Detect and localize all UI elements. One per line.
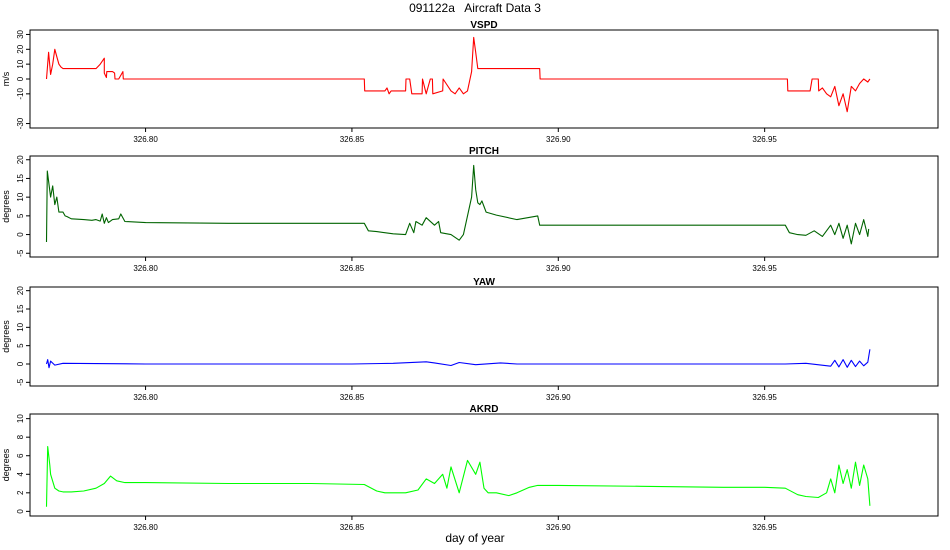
vspd-x-tick-label: 326.85 bbox=[340, 135, 365, 144]
vspd-y-tick-label: 0 bbox=[16, 76, 25, 81]
akrd-plot-frame bbox=[29, 413, 939, 517]
vspd-y-tick-label: 30 bbox=[16, 29, 25, 38]
akrd-y-tick-label: 6 bbox=[16, 453, 25, 458]
vspd-y-tick-label: 10 bbox=[16, 59, 25, 68]
akrd-y-tick-label: 0 bbox=[16, 509, 25, 514]
yaw-x-tick-label: 326.90 bbox=[546, 393, 571, 402]
akrd-x-tick-label: 326.80 bbox=[133, 523, 158, 532]
pitch-y-tick-label: -5 bbox=[16, 249, 25, 257]
akrd-y-tick-label: 8 bbox=[16, 434, 25, 439]
yaw-x-tick-label: 326.85 bbox=[340, 393, 365, 402]
yaw-y-axis-label: degrees bbox=[1, 320, 11, 353]
yaw-x-tick-label: 326.80 bbox=[133, 393, 158, 402]
akrd-y-tick-label: 10 bbox=[16, 414, 25, 423]
vspd-x-tick-label: 326.80 bbox=[133, 135, 158, 144]
akrd-y-axis-label: degrees bbox=[1, 448, 11, 481]
yaw-series-line bbox=[45, 349, 871, 369]
pitch-y-tick-label: 10 bbox=[16, 192, 25, 201]
pitch-y-tick-label: 5 bbox=[16, 213, 25, 218]
vspd-panel-title: VSPD bbox=[470, 20, 497, 31]
pitch-x-tick-label: 326.80 bbox=[133, 264, 158, 273]
vspd-y-tick-label: -30 bbox=[16, 117, 25, 129]
x-axis-label: day of year bbox=[445, 531, 505, 545]
pitch-y-tick-label: 20 bbox=[16, 155, 25, 164]
yaw-y-tick-label: 10 bbox=[16, 322, 25, 331]
akrd-x-tick-label: 326.85 bbox=[340, 523, 365, 532]
vspd-y-tick-label: 20 bbox=[16, 44, 25, 53]
yaw-y-tick-label: 15 bbox=[16, 304, 25, 313]
pitch-series-line bbox=[45, 164, 870, 245]
pitch-y-tick-label: 0 bbox=[16, 232, 25, 237]
vspd-x-tick-label: 326.95 bbox=[752, 135, 777, 144]
pitch-x-tick-label: 326.85 bbox=[340, 264, 365, 273]
akrd-y-tick-label: 2 bbox=[16, 490, 25, 495]
pitch-x-tick-label: 326.90 bbox=[546, 264, 571, 273]
akrd-panel-title: AKRD bbox=[470, 404, 499, 415]
akrd-x-tick-label: 326.95 bbox=[752, 523, 777, 532]
pitch-y-axis-label: degrees bbox=[1, 190, 11, 223]
vspd-series-line bbox=[45, 36, 871, 113]
pitch-y-tick-label: 15 bbox=[16, 173, 25, 182]
pitch-x-tick-label: 326.95 bbox=[752, 264, 777, 273]
figure-title: 091122a Aircraft Data 3 bbox=[409, 1, 541, 15]
pitch-panel-title: PITCH bbox=[469, 146, 499, 157]
vspd-y-tick-label: -10 bbox=[16, 88, 25, 100]
yaw-y-tick-label: 5 bbox=[16, 343, 25, 348]
yaw-y-tick-label: 20 bbox=[16, 286, 25, 295]
yaw-y-tick-label: 0 bbox=[16, 361, 25, 366]
yaw-x-tick-label: 326.95 bbox=[752, 393, 777, 402]
yaw-panel-title: YAW bbox=[473, 277, 495, 288]
yaw-y-tick-label: -5 bbox=[16, 378, 25, 386]
akrd-y-tick-label: 4 bbox=[16, 471, 25, 476]
akrd-series-line bbox=[45, 445, 871, 507]
vspd-y-axis-label: m/s bbox=[1, 71, 11, 86]
yaw-plot-frame bbox=[29, 286, 939, 387]
pitch-plot-frame bbox=[29, 155, 939, 258]
vspd-x-tick-label: 326.90 bbox=[546, 135, 571, 144]
akrd-x-tick-label: 326.90 bbox=[546, 523, 571, 532]
